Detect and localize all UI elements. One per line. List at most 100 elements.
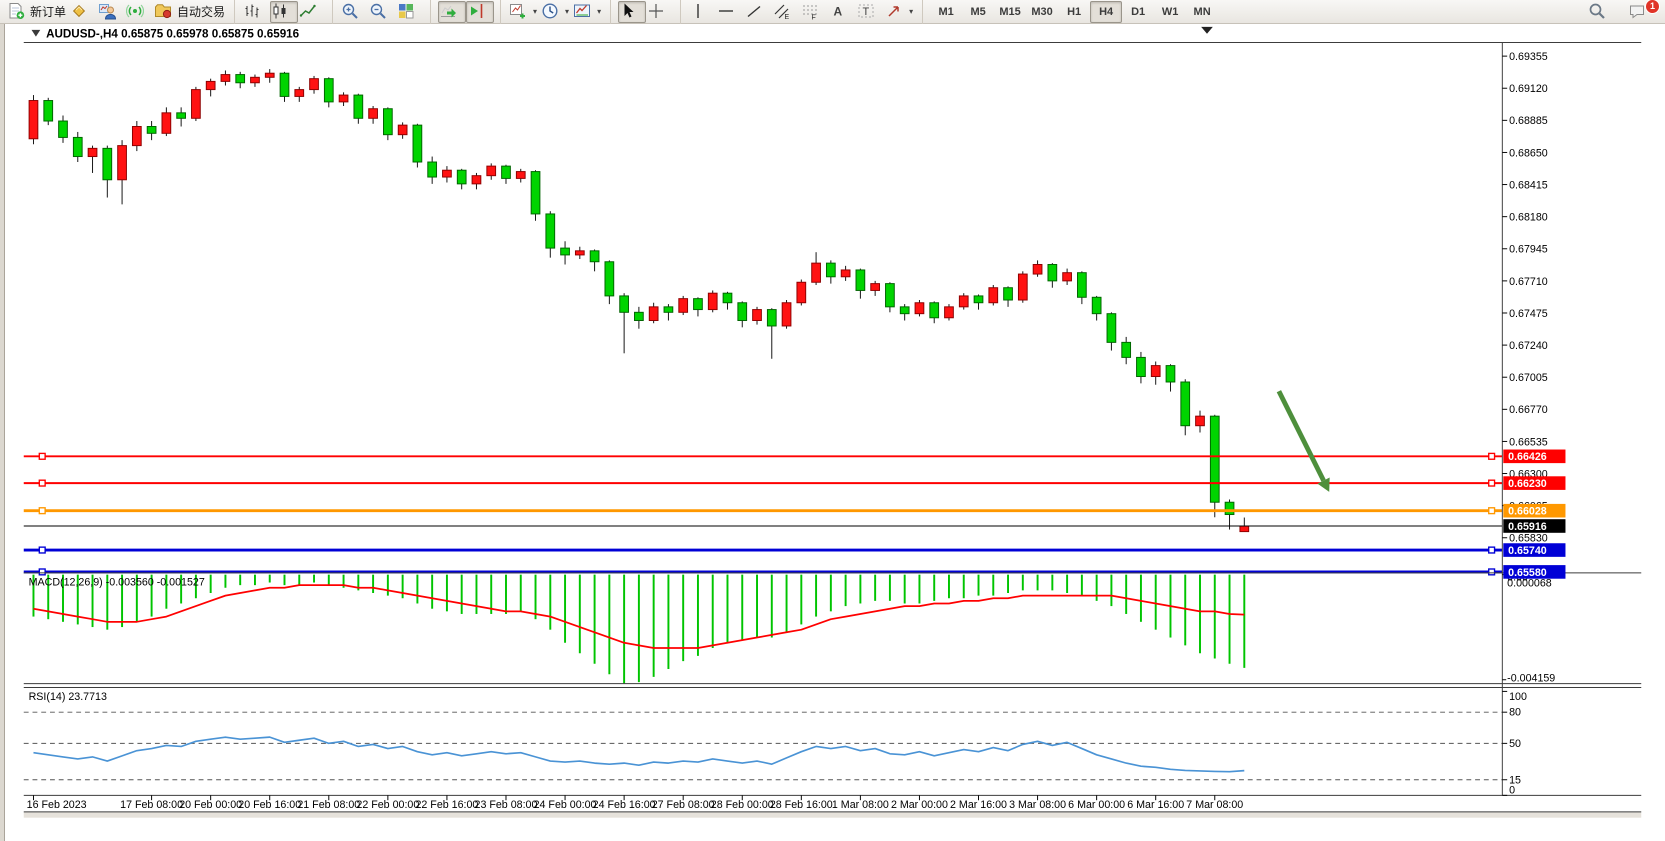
tf-w1-button[interactable]: W1 [1154,1,1186,23]
new-order-button[interactable]: 新订单 [6,1,69,23]
line-icon [299,3,321,21]
svg-text:0.69120: 0.69120 [1509,83,1548,95]
toolbar-right: 1 [1587,0,1665,23]
svg-text:0: 0 [1509,784,1515,796]
arrows-icon [887,3,905,21]
periods-button[interactable]: ▾ [540,1,572,23]
chart-shift-button[interactable] [466,0,495,23]
tf-m30-button-label: M30 [1031,5,1053,18]
tf-m5-button-label: M5 [970,5,986,18]
svg-text:0.66426: 0.66426 [1508,451,1547,463]
trendline-icon [747,3,767,21]
horizontal-line-button[interactable] [716,1,744,23]
macd-signal-line [33,584,1245,649]
notification-badge: 1 [1645,0,1660,14]
tf-m15-button-label: M15 [999,5,1021,18]
svg-text:0.68415: 0.68415 [1509,179,1548,191]
hline-icon [719,3,739,21]
tf-m15-button[interactable]: M15 [994,1,1026,23]
svg-text:1 Mar 08:00: 1 Mar 08:00 [832,799,889,811]
tf-m30-button[interactable]: M30 [1026,1,1058,23]
svg-text:6 Mar 16:00: 6 Mar 16:00 [1127,799,1184,811]
svg-text:0.66770: 0.66770 [1509,404,1548,416]
bar-chart-button[interactable] [242,1,270,23]
autotrading-button[interactable]: 自动交易 [153,1,228,23]
bars-icon [245,3,265,21]
toolbar-group-chart-type [234,0,329,24]
signals-button[interactable] [125,1,153,23]
hline-0.65740[interactable] [23,546,1503,554]
trend-arrow[interactable] [1276,390,1330,492]
svg-text:24 Feb 00:00: 24 Feb 00:00 [534,799,597,811]
candlestick-chart-button[interactable] [270,0,299,23]
autotrade-folder-icon [155,3,174,21]
new-order-button-label: 新订单 [30,5,67,19]
svg-text:0.000068: 0.000068 [1507,577,1552,589]
svg-text:2 Mar 16:00: 2 Mar 16:00 [950,799,1007,811]
toolbar-group-scroll [430,0,497,24]
tf-h1-button[interactable]: H1 [1058,1,1090,23]
terminal-button[interactable] [97,1,125,23]
auto-scroll-button[interactable] [438,0,467,23]
svg-text:2 Mar 00:00: 2 Mar 00:00 [891,799,948,811]
svg-text:22 Feb 16:00: 22 Feb 16:00 [415,799,478,811]
tf-mn-button-label: MN [1193,5,1211,18]
symbol-dropdown-icon[interactable] [31,29,41,37]
svg-text:F: F [812,14,816,20]
channel-button[interactable]: E [772,1,800,23]
templates-button[interactable]: ▾ [572,1,604,23]
arrows-button[interactable]: ▾ [884,1,916,23]
zoom-out-icon [370,3,391,21]
trendline-button[interactable] [744,1,772,23]
svg-text:20 Feb 16:00: 20 Feb 16:00 [238,799,301,811]
svg-text:24 Feb 16:00: 24 Feb 16:00 [593,799,656,811]
tf-mn-button[interactable]: MN [1186,1,1218,23]
cursor-icon [623,3,641,21]
svg-text:A: A [834,4,843,18]
svg-text:0.65740: 0.65740 [1508,545,1547,557]
tf-h1-button-label: H1 [1067,5,1082,18]
hline-0.65580[interactable] [23,568,1503,576]
zoom-in-button[interactable] [340,1,368,23]
candles-icon [273,3,293,21]
tf-d1-button[interactable]: D1 [1122,1,1154,23]
tf-m1-button[interactable]: M1 [930,1,962,23]
caret-down-icon: ▾ [565,7,570,16]
toolbar-group-cursor [610,0,677,24]
tf-h4-button-label: H4 [1099,5,1114,18]
vertical-line-button[interactable] [688,1,716,23]
tile-windows-button[interactable] [396,1,424,23]
hline-0.66426[interactable] [23,452,1503,460]
svg-text:0.67945: 0.67945 [1509,244,1548,256]
clock-icon [542,2,561,21]
text-label-button[interactable]: T [856,1,884,23]
chart-shift-icon [471,3,489,21]
price-labels: 0.66426 0.66230 0.66028 0.65740 0.65580 0.659… [1503,449,1566,579]
svg-text:0.67240: 0.67240 [1509,340,1548,352]
toolbar-group-draw: E F A T ▾ [680,0,919,24]
cursor-button[interactable] [618,0,647,23]
charts-profile-button[interactable] [69,1,97,23]
indicator-add-icon [510,3,529,21]
indicators-button[interactable]: ▾ [508,1,540,23]
autotrading-button-label: 自动交易 [177,5,226,19]
tf-m5-button[interactable]: M5 [962,1,994,23]
chart-shift-marker[interactable] [1201,26,1213,34]
svg-text:100: 100 [1509,691,1527,703]
zoom-out-button[interactable] [368,1,396,23]
text-button[interactable]: A [828,1,856,23]
rsi-line [33,736,1245,773]
hline-0.66028[interactable] [23,507,1503,515]
chart-background[interactable] [23,24,1642,818]
search-button[interactable] [1587,1,1615,23]
chart-area[interactable]: 0.69355 0.69120 0.68885 0.68650 0.68415 0.681… [0,24,1665,841]
hline-0.66230[interactable] [23,479,1503,487]
caret-down-icon: ▾ [533,7,538,16]
crosshair-button[interactable] [646,1,674,23]
fibonacci-button[interactable]: F [800,1,828,23]
tf-h4-button[interactable]: H4 [1090,0,1123,23]
line-chart-button[interactable] [298,1,326,23]
auto-scroll-icon [441,3,461,21]
notifications-button[interactable]: 1 [1627,0,1660,23]
